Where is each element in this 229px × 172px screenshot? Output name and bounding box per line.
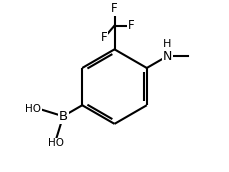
Text: HO: HO [25, 104, 41, 115]
Text: B: B [59, 110, 68, 123]
Text: HO: HO [48, 138, 64, 148]
Text: F: F [128, 19, 135, 32]
Text: F: F [101, 31, 108, 44]
Text: F: F [111, 2, 118, 15]
Text: H: H [163, 39, 172, 49]
Text: N: N [163, 50, 172, 63]
